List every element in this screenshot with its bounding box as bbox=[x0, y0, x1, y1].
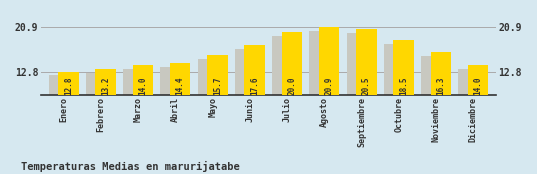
Bar bbox=[431, 52, 451, 95]
Bar bbox=[198, 59, 218, 95]
Text: 18.5: 18.5 bbox=[399, 76, 408, 95]
Text: 14.4: 14.4 bbox=[176, 76, 185, 95]
Bar bbox=[309, 30, 330, 95]
Bar bbox=[123, 69, 143, 95]
Text: 20.9: 20.9 bbox=[325, 76, 333, 95]
Bar bbox=[272, 35, 293, 95]
Bar bbox=[244, 45, 265, 95]
Text: 12.8: 12.8 bbox=[64, 76, 73, 95]
Bar bbox=[96, 69, 116, 95]
Bar bbox=[458, 69, 479, 95]
Bar bbox=[170, 63, 191, 95]
Text: Temperaturas Medias en marurijatabe: Temperaturas Medias en marurijatabe bbox=[21, 161, 240, 172]
Bar bbox=[160, 67, 181, 95]
Text: 14.0: 14.0 bbox=[139, 76, 148, 95]
Text: 14.0: 14.0 bbox=[474, 76, 483, 95]
Bar bbox=[468, 65, 489, 95]
Bar bbox=[346, 33, 367, 95]
Bar bbox=[394, 40, 414, 95]
Text: 20.5: 20.5 bbox=[362, 76, 371, 95]
Text: 15.7: 15.7 bbox=[213, 76, 222, 95]
Bar bbox=[48, 76, 69, 95]
Bar bbox=[58, 72, 79, 95]
Bar bbox=[86, 73, 106, 95]
Text: 20.0: 20.0 bbox=[287, 76, 296, 95]
Text: 13.2: 13.2 bbox=[101, 76, 110, 95]
Bar bbox=[133, 65, 153, 95]
Text: 16.3: 16.3 bbox=[437, 76, 446, 95]
Bar bbox=[282, 32, 302, 95]
Bar bbox=[207, 56, 228, 95]
Bar bbox=[384, 44, 404, 95]
Bar bbox=[319, 27, 339, 95]
Bar bbox=[421, 56, 441, 95]
Bar bbox=[356, 29, 377, 95]
Text: 17.6: 17.6 bbox=[250, 76, 259, 95]
Bar bbox=[235, 49, 255, 95]
